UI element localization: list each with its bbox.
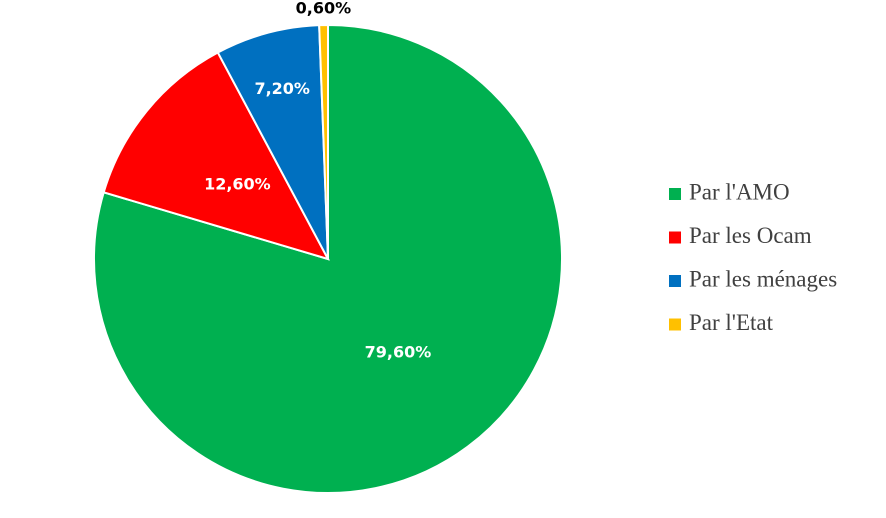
legend-label: Par les ménages bbox=[689, 266, 837, 291]
legend-swatch bbox=[669, 318, 681, 331]
value-label: 12,60% bbox=[204, 174, 271, 193]
legend-swatch bbox=[669, 231, 681, 244]
pie-slice bbox=[216, 24, 329, 260]
value-label: 7,20% bbox=[254, 79, 310, 98]
pie-slice bbox=[318, 23, 329, 260]
pie-slice bbox=[102, 51, 331, 261]
legend-label: Par l'Etat bbox=[689, 310, 774, 335]
legend-label: Par l'AMO bbox=[689, 179, 790, 204]
legend-swatch bbox=[669, 188, 681, 200]
value-label: 0,60% bbox=[296, 0, 352, 18]
legend-swatch bbox=[669, 275, 681, 287]
value-label: 79,60% bbox=[365, 342, 432, 361]
legend-label: Par les Ocam bbox=[689, 223, 812, 248]
